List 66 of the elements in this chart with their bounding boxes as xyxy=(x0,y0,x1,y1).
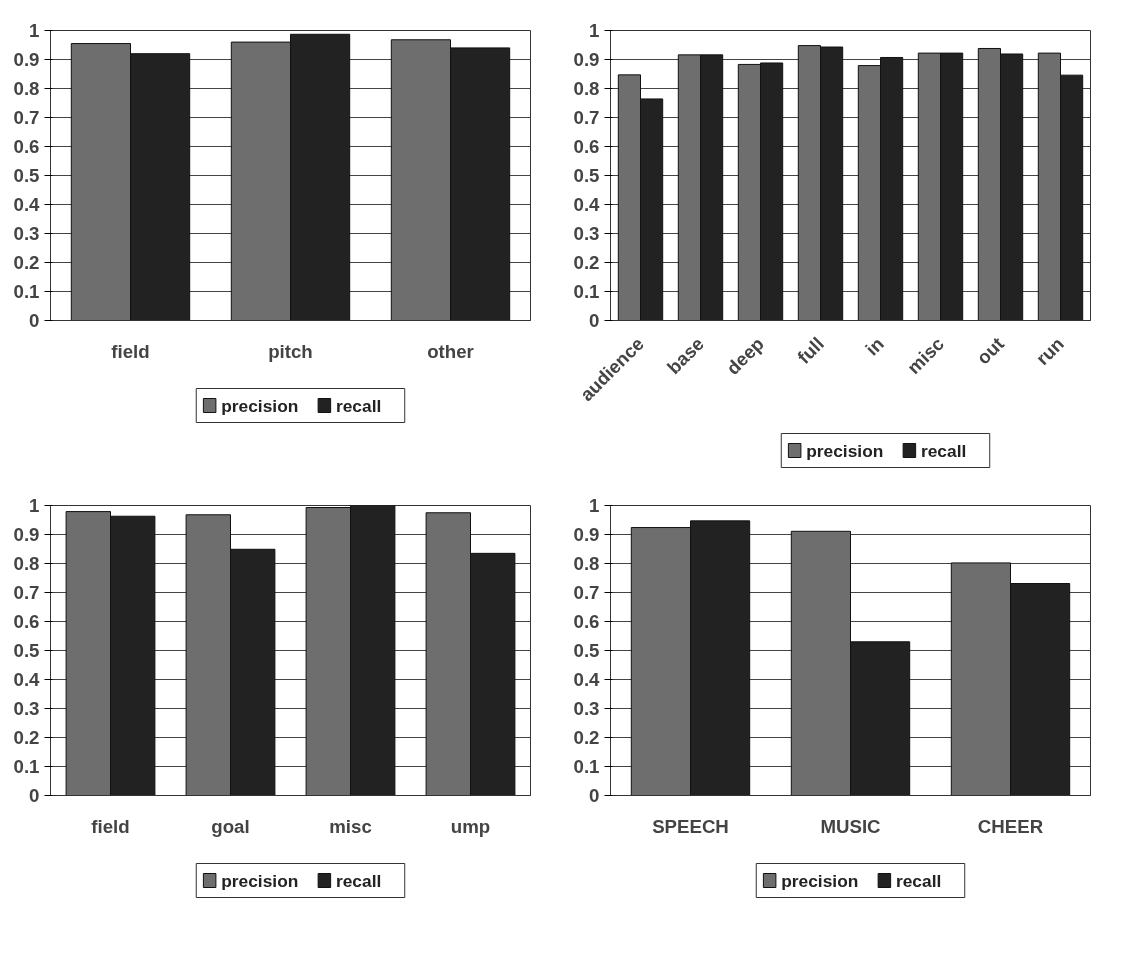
y-tick-label: 0.3 xyxy=(573,698,600,719)
y-tick-label: 0.2 xyxy=(573,252,600,273)
y-tick-label: 0.5 xyxy=(573,640,600,661)
y-tick-label: 0.2 xyxy=(13,252,40,273)
x-tick-label: pitch xyxy=(268,340,313,362)
y-tick-label: 0.9 xyxy=(573,524,600,545)
y-tick-label: 0.3 xyxy=(13,223,40,244)
y-tick-label: 0.8 xyxy=(13,78,40,99)
x-tick-label: SPEECH xyxy=(652,815,729,837)
y-tick-label: 0.1 xyxy=(13,281,40,302)
y-tick-label: 0.7 xyxy=(13,582,40,603)
legend-label: precision xyxy=(221,870,299,891)
y-tick-label: 0.9 xyxy=(573,49,600,70)
x-tick-label: out xyxy=(972,333,1008,369)
y-tick-label: 0.4 xyxy=(13,194,41,215)
y-tick-label: 0.3 xyxy=(13,698,40,719)
y-tick-label: 0.4 xyxy=(573,194,601,215)
legend-label: recall xyxy=(335,870,382,891)
y-tick-label: 0 xyxy=(29,785,40,806)
y-tick-label: 0.5 xyxy=(13,640,40,661)
x-tick-label: MUSIC xyxy=(820,815,881,837)
x-tick-label: field xyxy=(91,815,130,837)
y-tick-label: 0.2 xyxy=(573,727,600,748)
y-tick-label: 0.8 xyxy=(573,553,600,574)
legend-label: precision xyxy=(781,870,859,891)
x-tick-label: goal xyxy=(211,815,250,837)
y-tick-label: 0.6 xyxy=(13,136,40,157)
x-tick-label: run xyxy=(1031,333,1068,370)
legend-label: recall xyxy=(895,870,942,891)
legend-label: recall xyxy=(920,440,967,461)
x-tick-label: CHEER xyxy=(977,815,1044,837)
x-tick-label: full xyxy=(793,333,828,368)
y-tick-label: 1 xyxy=(29,495,40,516)
y-tick-label: 0.9 xyxy=(13,49,40,70)
y-tick-label: 0.7 xyxy=(573,582,600,603)
y-tick-label: 0.4 xyxy=(573,669,601,690)
y-tick-label: 0.1 xyxy=(573,756,600,777)
y-tick-label: 0.7 xyxy=(13,107,40,128)
legend-label: precision xyxy=(221,395,299,416)
y-tick-label: 1 xyxy=(589,20,600,41)
y-tick-label: 0 xyxy=(589,310,600,331)
y-tick-label: 0.5 xyxy=(13,165,40,186)
x-tick-label: field xyxy=(111,340,150,362)
y-tick-label: 0.6 xyxy=(573,136,600,157)
x-tick-label: ump xyxy=(450,815,491,837)
y-tick-label: 0 xyxy=(589,785,600,806)
y-tick-label: 1 xyxy=(589,495,600,516)
y-tick-label: 0.8 xyxy=(13,553,40,574)
y-tick-label: 0.6 xyxy=(13,611,40,632)
x-tick-label: in xyxy=(861,333,888,360)
y-tick-label: 0.4 xyxy=(13,669,41,690)
y-tick-label: 0.7 xyxy=(573,107,600,128)
y-tick-label: 0.1 xyxy=(573,281,600,302)
y-tick-label: 1 xyxy=(29,20,40,41)
x-tick-label: other xyxy=(427,340,474,362)
legend-label: precision xyxy=(806,440,884,461)
y-tick-label: 0 xyxy=(29,310,40,331)
legend-label: recall xyxy=(335,395,382,416)
y-tick-label: 0.1 xyxy=(13,756,40,777)
y-tick-label: 0.2 xyxy=(13,727,40,748)
y-tick-label: 0.8 xyxy=(573,78,600,99)
y-tick-label: 0.9 xyxy=(13,524,40,545)
y-tick-label: 0.5 xyxy=(573,165,600,186)
y-tick-label: 0.6 xyxy=(573,611,600,632)
y-tick-label: 0.3 xyxy=(573,223,600,244)
x-tick-label: misc xyxy=(329,815,372,837)
